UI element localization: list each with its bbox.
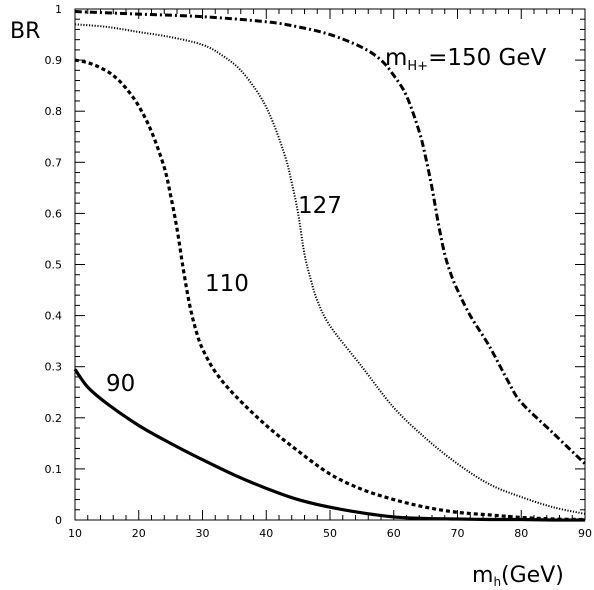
x-tick-label: 70	[451, 527, 465, 540]
y-tick-label: 0.4	[45, 310, 63, 323]
x-tick-label: 10	[68, 527, 82, 540]
y-tick-label: 1	[55, 3, 62, 16]
y-tick-label: 0.8	[45, 105, 63, 118]
x-tick-label: 40	[259, 527, 273, 540]
x-tick-label: 90	[578, 527, 592, 540]
curve-label-150: mH+=150 GeV	[385, 45, 547, 74]
tick-labels: 10 20 30 40 50 60 70 80 90 0 0.1 0.2 0.3 0.4 0.5 0.6 0.7…	[45, 3, 593, 540]
y-tick-label: 0.5	[45, 259, 63, 272]
x-axis-title-m: m	[472, 563, 493, 588]
axis-ticks	[74, 8, 586, 521]
x-tick-label: 20	[132, 527, 146, 540]
curve-label-127: 127	[298, 193, 342, 219]
x-axis-title-unit: (GeV)	[501, 563, 564, 588]
x-tick-label: 80	[514, 527, 528, 540]
y-tick-label: 0.6	[45, 207, 63, 220]
x-tick-label: 50	[323, 527, 337, 540]
series-line-1	[74, 58, 586, 522]
curves	[73, 10, 587, 522]
curve-label-90: 90	[106, 371, 135, 397]
x-axis-title: mh(GeV)	[472, 563, 564, 589]
y-tick-label: 0	[55, 514, 62, 527]
series-line-0	[73, 368, 586, 522]
y-tick-label: 0.2	[45, 412, 63, 425]
x-tick-label: 30	[196, 527, 210, 540]
curve-label-150-rest: =150 GeV	[428, 45, 546, 71]
y-axis-title: BR	[10, 19, 40, 44]
series-line-2	[74, 23, 586, 515]
y-tick-label: 0.3	[45, 361, 63, 374]
y-tick-label: 0.9	[45, 54, 63, 67]
x-tick-label: 60	[387, 527, 401, 540]
series-line-3	[74, 10, 587, 465]
curve-label-110: 110	[205, 271, 249, 297]
curve-label-150-m: m	[385, 45, 407, 71]
curve-label-150-sub: H+	[407, 59, 428, 74]
y-tick-label: 0.7	[45, 156, 63, 169]
y-tick-label: 0.1	[45, 463, 63, 476]
plot-frame	[74, 8, 586, 521]
x-axis-title-sub: h	[493, 575, 501, 589]
